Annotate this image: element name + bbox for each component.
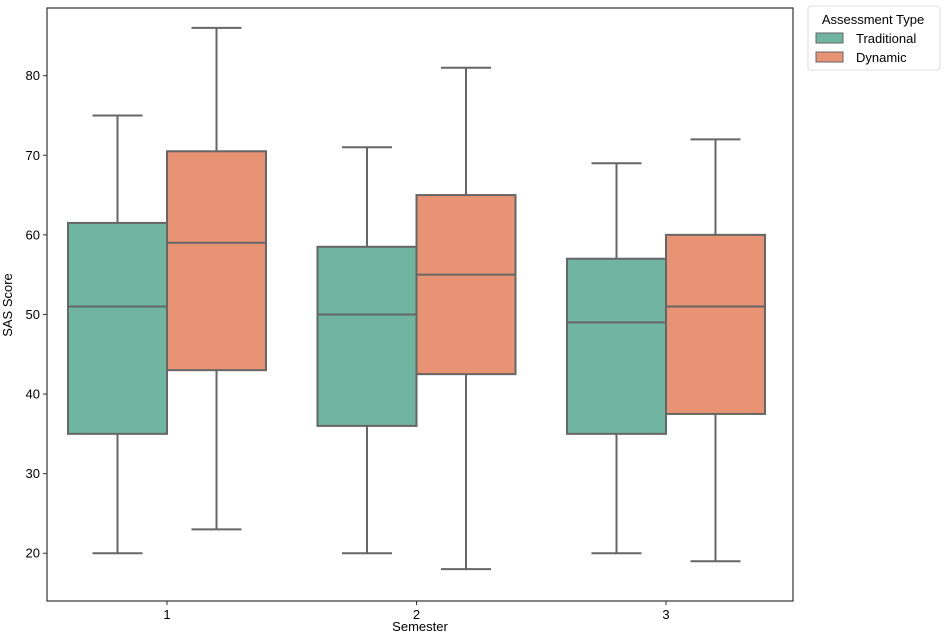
y-tick-label: 40 <box>26 387 40 402</box>
legend-label-traditional: Traditional <box>856 31 916 46</box>
box-dynamic <box>665 233 766 415</box>
x-tick-label: 2 <box>413 607 420 622</box>
x-axis-label: Semester <box>392 619 448 634</box>
legend-swatch-dynamic <box>815 51 844 63</box>
legend: Assessment Type Traditional Dynamic <box>807 5 941 71</box>
legend-label-dynamic: Dynamic <box>856 50 907 65</box>
y-tick-label: 30 <box>26 466 40 481</box>
legend-swatch-traditional <box>815 32 844 44</box>
y-axis-label: SAS Score <box>0 273 15 337</box>
x-tick-label: 1 <box>163 607 170 622</box>
box-traditional <box>566 257 667 435</box>
y-tick-label: 60 <box>26 227 40 242</box>
y-tick-label: 20 <box>26 546 40 561</box>
y-tick-label: 70 <box>26 148 40 163</box>
box-dynamic <box>415 194 517 376</box>
legend-title: Assessment Type <box>822 12 924 27</box>
y-tick-label: 50 <box>26 307 40 322</box>
box-traditional <box>67 221 168 435</box>
x-tick-label: 3 <box>662 607 669 622</box>
y-tick-label: 80 <box>26 68 40 83</box>
box-dynamic <box>166 150 267 372</box>
box-traditional <box>316 245 418 427</box>
